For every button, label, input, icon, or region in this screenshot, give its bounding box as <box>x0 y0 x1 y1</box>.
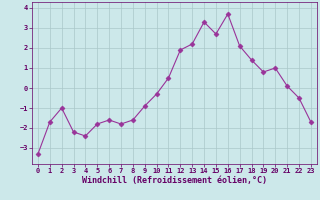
X-axis label: Windchill (Refroidissement éolien,°C): Windchill (Refroidissement éolien,°C) <box>82 176 267 185</box>
